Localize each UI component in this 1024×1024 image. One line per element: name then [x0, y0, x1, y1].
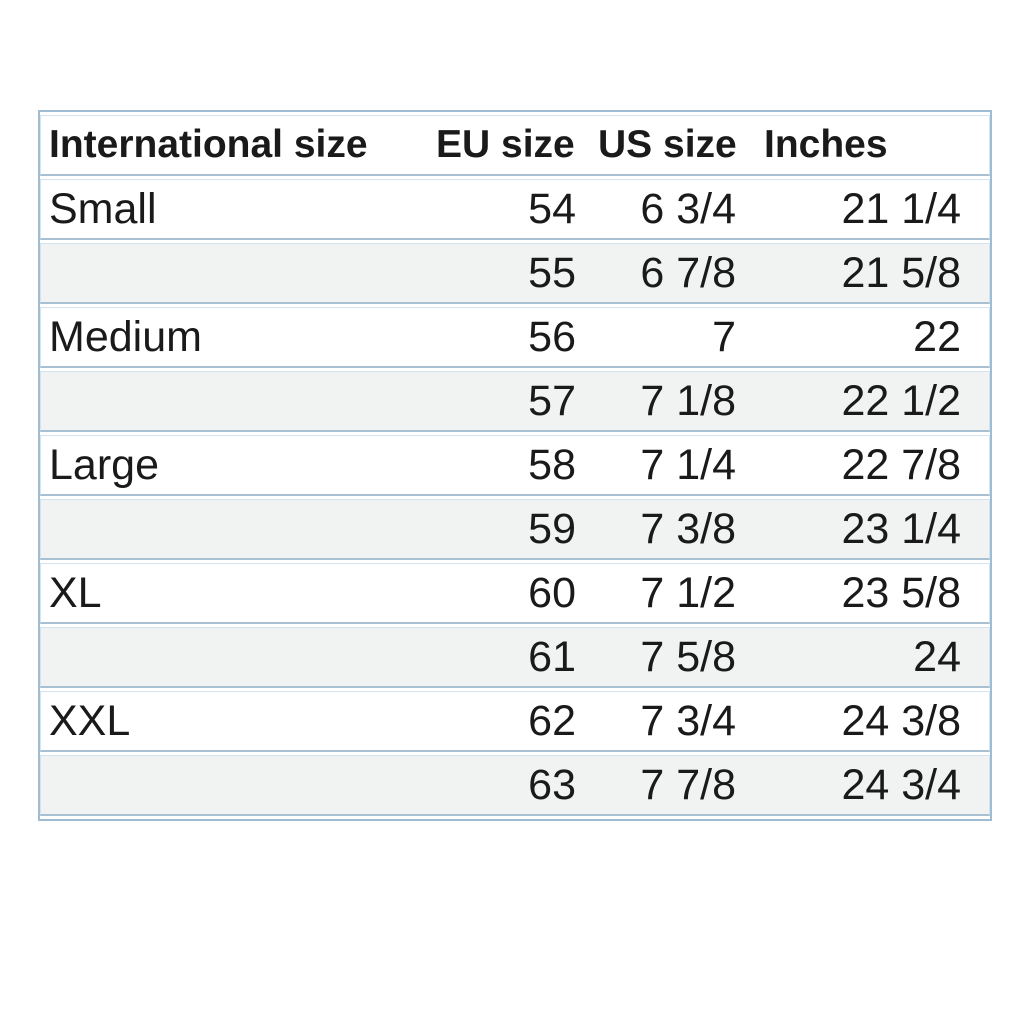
cell-international-size — [40, 371, 430, 432]
cell-eu-size: 61 — [430, 627, 580, 688]
cell-international-size: XXL — [40, 691, 430, 752]
cell-international-size: Medium — [40, 307, 430, 368]
header-eu-size: EU size — [430, 115, 580, 176]
table-row: Small 54 6 3/4 21 1/4 — [40, 179, 990, 240]
table-body: Small 54 6 3/4 21 1/4 55 6 7/8 21 5/8 Medium 56 7… — [40, 179, 990, 816]
cell-international-size: Large — [40, 435, 430, 496]
cell-eu-size: 59 — [430, 499, 580, 560]
header-inches: Inches — [740, 115, 990, 176]
cell-inches: 21 5/8 — [740, 243, 990, 304]
cell-us-size: 7 7/8 — [580, 755, 740, 816]
cell-us-size: 7 3/8 — [580, 499, 740, 560]
cell-inches: 23 5/8 — [740, 563, 990, 624]
cell-us-size: 6 3/4 — [580, 179, 740, 240]
cell-inches: 22 7/8 — [740, 435, 990, 496]
size-conversion-table: International size EU size US size Inche… — [38, 110, 992, 821]
cell-eu-size: 57 — [430, 371, 580, 432]
cell-us-size: 7 — [580, 307, 740, 368]
cell-us-size: 7 5/8 — [580, 627, 740, 688]
cell-inches: 24 3/4 — [740, 755, 990, 816]
table-row: XXL 62 7 3/4 24 3/8 — [40, 691, 990, 752]
cell-international-size — [40, 499, 430, 560]
cell-eu-size: 56 — [430, 307, 580, 368]
table-row: 55 6 7/8 21 5/8 — [40, 243, 990, 304]
cell-us-size: 7 1/2 — [580, 563, 740, 624]
cell-international-size — [40, 243, 430, 304]
cell-international-size — [40, 627, 430, 688]
table-row: Large 58 7 1/4 22 7/8 — [40, 435, 990, 496]
cell-eu-size: 55 — [430, 243, 580, 304]
table-row: Medium 56 7 22 — [40, 307, 990, 368]
cell-inches: 21 1/4 — [740, 179, 990, 240]
cell-international-size — [40, 755, 430, 816]
cell-eu-size: 62 — [430, 691, 580, 752]
cell-inches: 22 1/2 — [740, 371, 990, 432]
table-row: 63 7 7/8 24 3/4 — [40, 755, 990, 816]
cell-eu-size: 58 — [430, 435, 580, 496]
cell-eu-size: 60 — [430, 563, 580, 624]
cell-inches: 22 — [740, 307, 990, 368]
header-international-size: International size — [40, 115, 430, 176]
header-us-size: US size — [580, 115, 740, 176]
table-row: 59 7 3/8 23 1/4 — [40, 499, 990, 560]
cell-us-size: 6 7/8 — [580, 243, 740, 304]
cell-inches: 24 3/8 — [740, 691, 990, 752]
header-row: International size EU size US size Inche… — [40, 115, 990, 176]
cell-international-size: XL — [40, 563, 430, 624]
cell-international-size: Small — [40, 179, 430, 240]
table-row: 61 7 5/8 24 — [40, 627, 990, 688]
table-row: 57 7 1/8 22 1/2 — [40, 371, 990, 432]
cell-inches: 23 1/4 — [740, 499, 990, 560]
cell-eu-size: 63 — [430, 755, 580, 816]
cell-us-size: 7 1/8 — [580, 371, 740, 432]
cell-us-size: 7 3/4 — [580, 691, 740, 752]
cell-eu-size: 54 — [430, 179, 580, 240]
table-row: XL 60 7 1/2 23 5/8 — [40, 563, 990, 624]
cell-inches: 24 — [740, 627, 990, 688]
cell-us-size: 7 1/4 — [580, 435, 740, 496]
